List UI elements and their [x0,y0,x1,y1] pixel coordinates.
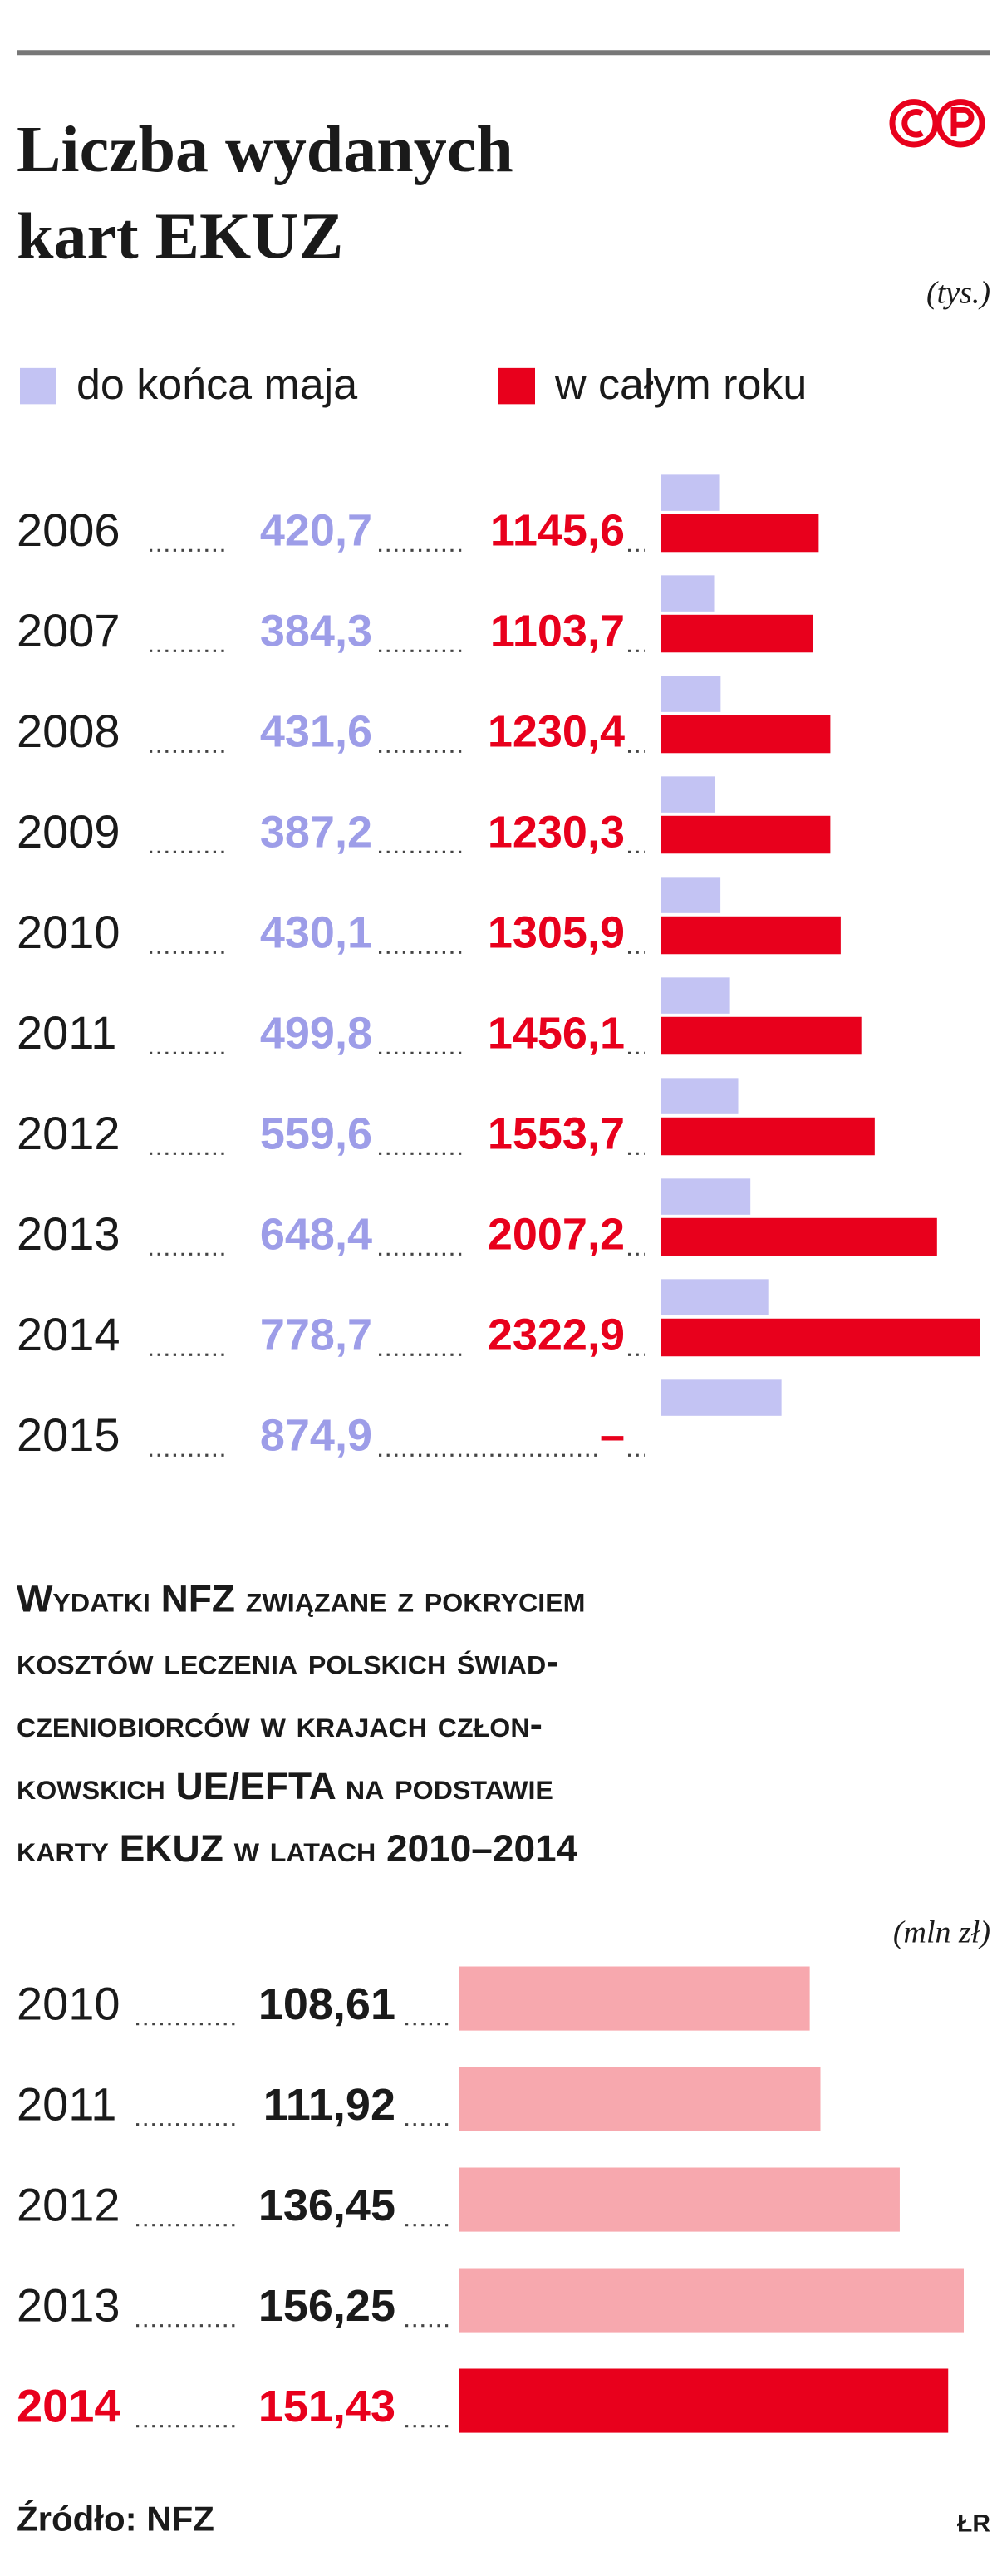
value-label: 1230,3 [488,808,625,858]
bar [661,1016,862,1055]
bar [661,514,819,553]
value-label: 559,6 [260,1109,372,1159]
bar [459,2067,821,2131]
source: Źródło: NFZ [17,2500,214,2539]
y-tick-label: 2010 [17,1979,120,2030]
chart-title: Wydatki NFZ związane z pokryciem [17,1578,586,1620]
bar [459,2268,964,2333]
y-tick-label: 2014 [17,1309,120,1360]
unit-label: (mln zł) [893,1915,990,1950]
chart-title: Liczba wydanych [17,113,513,185]
bar [661,776,715,813]
chart-title: kosztów leczenia polskich świad- [17,1640,559,1683]
bar [661,1318,980,1357]
legend-label: do końca maja [76,360,357,408]
value-label: 431,6 [260,707,372,757]
bar [661,916,841,955]
value-label: 1305,9 [488,908,625,958]
chart-title: karty EKUZ w latach 2010–2014 [17,1827,578,1870]
y-tick-label: 2006 [17,504,120,556]
bar [459,1966,810,2031]
value-label: 151,43 [258,2382,395,2431]
y-tick-label: 2008 [17,705,120,757]
y-tick-label: 2012 [17,1108,120,1159]
value-label: 778,7 [260,1310,372,1360]
bar [661,715,831,754]
bar [661,1178,751,1215]
bar [459,2368,949,2433]
legend-swatch [20,367,56,405]
y-tick-label: 2009 [17,806,120,858]
credit: ŁR [957,2510,990,2538]
y-tick-label: 2011 [17,1007,116,1059]
value-label: 1230,4 [488,707,625,757]
chart-title: czeniobiorców w krajach człon- [17,1703,543,1745]
bar [661,1379,782,1416]
bar [661,575,715,612]
value-label: 136,45 [258,2180,395,2230]
y-tick-label: 2013 [17,2280,120,2332]
value-label: 420,7 [260,506,372,556]
value-label: 1553,7 [488,1109,625,1159]
bar [661,815,831,854]
legend-swatch [498,367,535,405]
value-label: 1103,7 [490,607,625,656]
y-tick-label: 2010 [17,907,120,958]
value-label: 1145,6 [490,506,625,556]
logo [889,99,985,148]
bar [661,877,721,913]
value-label: 430,1 [260,908,372,958]
value-label: 384,3 [260,607,372,656]
chart-title: kowskich UE/EFTA na podstawie [17,1765,553,1807]
bar [661,474,720,511]
value-label: 1456,1 [488,1009,625,1059]
bar [661,1217,937,1256]
y-tick-label: 2015 [17,1409,120,1461]
value-label: 874,9 [260,1411,372,1461]
chart-title: kart EKUZ [17,200,343,273]
bar [661,977,730,1014]
legend-label: w całym roku [554,360,807,408]
value-label: 499,8 [260,1009,372,1059]
y-tick-label: 2013 [17,1208,120,1260]
value-label: 2322,9 [488,1310,625,1360]
bar [661,1078,739,1114]
y-tick-label: 2007 [17,605,120,656]
bar [661,676,721,712]
y-tick-label: 2014 [17,2381,120,2432]
bar [459,2167,900,2232]
value-label: 156,25 [258,2281,395,2331]
bar [661,1117,875,1156]
value-label: 111,92 [263,2080,395,2130]
unit-label: (tys.) [926,276,990,311]
value-label: – [600,1411,625,1461]
value-label: 108,61 [258,1979,395,2029]
bar [661,614,813,653]
bar [661,1279,769,1315]
value-label: 387,2 [260,808,372,858]
value-label: 648,4 [260,1210,372,1260]
y-tick-label: 2011 [17,2079,116,2131]
value-label: 2007,2 [488,1210,625,1260]
y-tick-label: 2012 [17,2180,120,2231]
